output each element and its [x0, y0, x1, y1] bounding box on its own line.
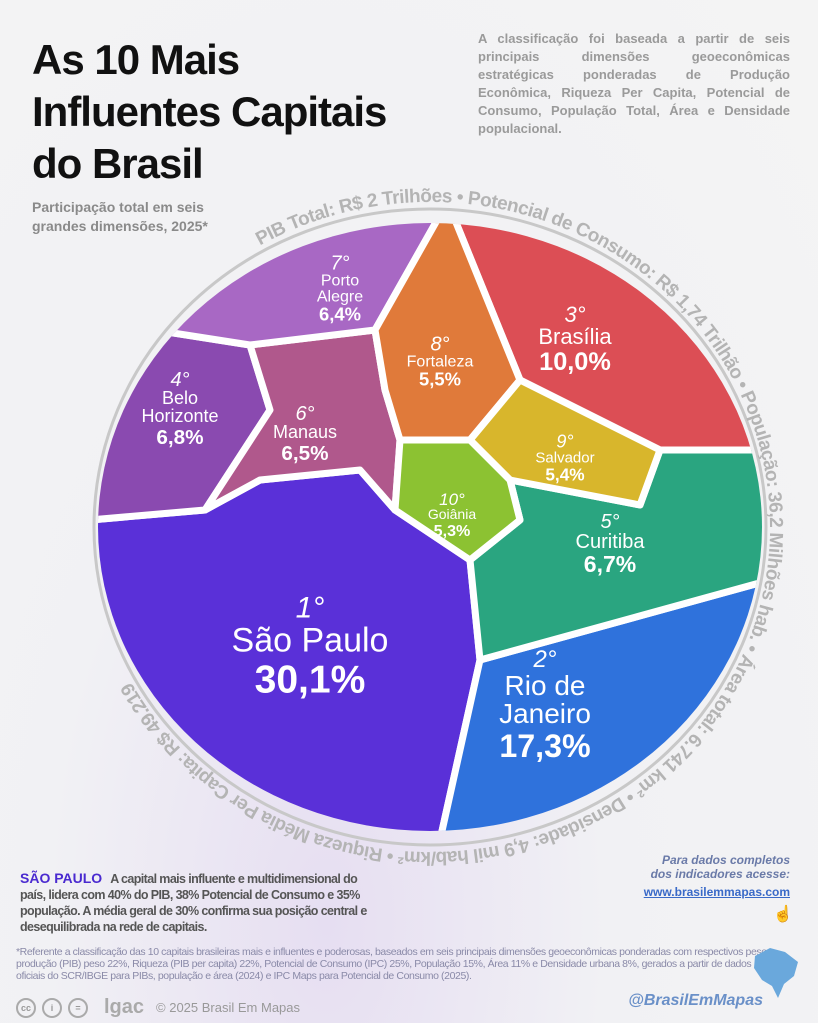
rank-label: 3° — [564, 302, 585, 327]
city-label: São Paulo — [232, 622, 389, 660]
rank-label: 1° — [296, 592, 325, 625]
city-label: Salvador — [535, 450, 594, 467]
rank-label: 7° — [330, 252, 349, 274]
city-label: Curitiba — [576, 531, 646, 553]
value-label: 17,3% — [499, 728, 590, 764]
value-label: 6,7% — [584, 551, 636, 577]
value-label: 6,8% — [156, 426, 203, 449]
city-label: Manaus — [273, 422, 337, 442]
value-label: 6,4% — [319, 304, 361, 325]
cell-goiania — [391, 436, 524, 564]
value-label: 10,0% — [539, 348, 611, 376]
city-label: Horizonte — [141, 406, 218, 426]
rank-label: 8° — [430, 333, 449, 355]
value-label: 6,5% — [281, 442, 328, 465]
rank-label: 4° — [170, 369, 189, 391]
website-link[interactable]: www.brasilemmapas.com — [643, 885, 790, 899]
value-label: 30,1% — [255, 658, 366, 701]
cta-line-1: Para dados completos — [661, 853, 790, 867]
social-handle: @BrasilEmMapas — [628, 992, 763, 1009]
cta-line-2: dos indicadores acesse: — [650, 867, 790, 881]
cta-block: Para dados completos dos indicadores ace… — [644, 853, 790, 899]
ring-circle — [92, 207, 768, 847]
brazil-map-icon — [754, 948, 798, 998]
rank-label: 5° — [600, 511, 619, 533]
cc-license-icon: cc — [16, 997, 36, 1018]
city-description: SÃO PAULO A capital mais influente e mult… — [20, 870, 385, 935]
no-derivatives-icon: = — [68, 997, 88, 1018]
city-label: Brasília — [538, 324, 612, 349]
city-label: Janeiro — [499, 698, 591, 729]
value-label: 5,3% — [434, 522, 471, 540]
city-label: Rio de — [505, 670, 586, 701]
value-label: 5,4% — [545, 465, 584, 485]
city-label: Porto — [321, 272, 359, 289]
footnote: *Referente a classificação das 10 capita… — [16, 946, 775, 982]
rank-label: 2° — [533, 646, 557, 673]
city-label: Belo — [162, 388, 198, 408]
city-label: Fortaleza — [407, 353, 474, 370]
footer: cc i = lgac © 2025 Brasil Em Mapas — [16, 996, 300, 1019]
rank-label: 6° — [295, 403, 314, 425]
copyright: © 2025 Brasil Em Mapas — [156, 1000, 301, 1015]
attribution-icon: i — [42, 997, 62, 1018]
rank-label: 10° — [439, 490, 465, 509]
city-label: Alegre — [317, 288, 363, 305]
page-title: As 10 Mais Influentes Capitais do Brasil — [32, 36, 387, 187]
chart-subtitle: Participação total em seis grandes dimen… — [32, 199, 208, 234]
intro-text: A classificação foi baseada a partir de … — [478, 31, 790, 136]
city-label: Goiânia — [428, 506, 476, 522]
pointer-hand-icon: ☝ — [773, 906, 793, 923]
value-label: 5,5% — [419, 369, 461, 390]
lgac-logo: lgac — [104, 996, 145, 1018]
description-city: SÃO PAULO — [20, 870, 103, 886]
rank-label: 9° — [556, 432, 573, 452]
description-text: A capital mais influente e multidimensio… — [20, 872, 367, 934]
